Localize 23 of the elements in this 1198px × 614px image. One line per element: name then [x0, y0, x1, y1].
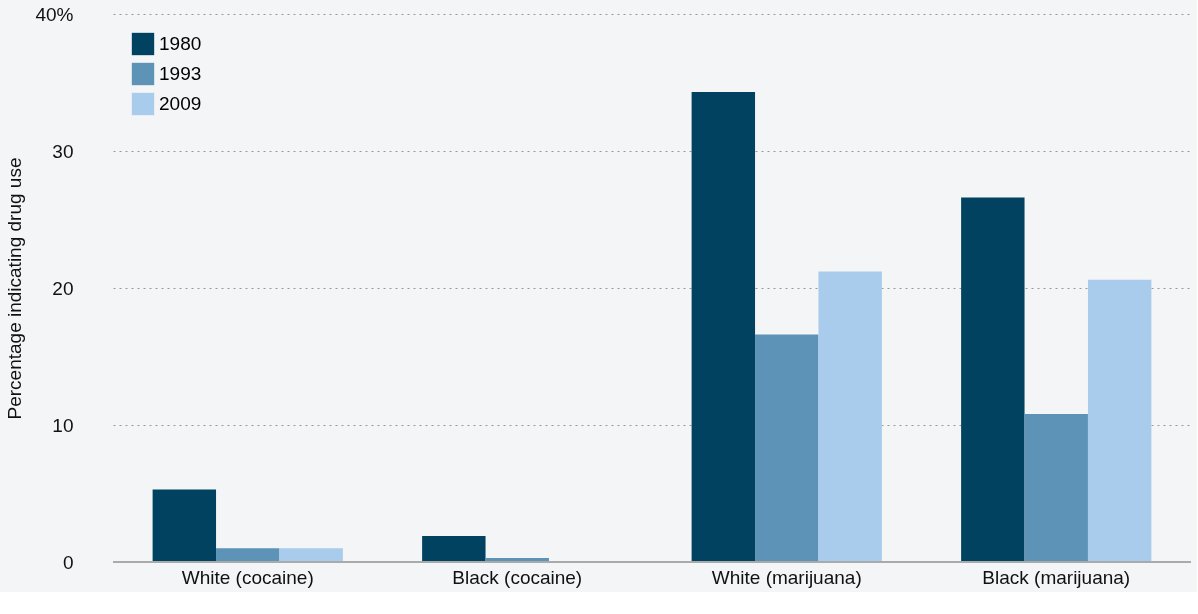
bar	[1024, 414, 1088, 562]
y-tick-label: 10	[52, 414, 74, 436]
legend-label: 1980	[159, 33, 202, 54]
y-axis-title: Percentage indicating drug use	[4, 157, 26, 420]
legend-label: 1993	[159, 63, 202, 84]
bar	[1087, 279, 1152, 562]
x-tick-label: White (marijuana)	[711, 566, 862, 588]
y-tick-label: 40%	[35, 3, 74, 25]
x-tick-label: Black (cocaine)	[452, 566, 583, 588]
bar	[216, 548, 280, 562]
bar	[961, 197, 1025, 562]
y-tick-label: 20	[52, 277, 74, 299]
legend-label: 2009	[159, 93, 202, 114]
bar	[422, 535, 486, 562]
bar	[755, 334, 819, 562]
bar	[279, 548, 343, 562]
bar	[691, 92, 756, 562]
bar	[818, 271, 882, 562]
x-tick-label: White (cocaine)	[181, 566, 314, 588]
y-tick-label: 30	[52, 140, 74, 162]
x-tick-label: Black (marijuana)	[982, 566, 1131, 588]
bar	[152, 489, 217, 562]
y-tick-label: 0	[62, 551, 74, 573]
